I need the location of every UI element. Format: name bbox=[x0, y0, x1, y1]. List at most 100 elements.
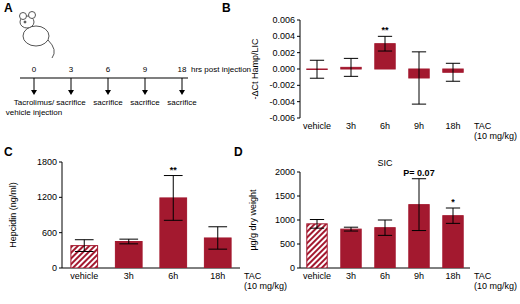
y-tick-label: 1000 bbox=[275, 215, 295, 225]
event-label: sacrifice bbox=[93, 98, 123, 107]
y-label: Hepcidin (ng/ml) bbox=[8, 182, 18, 248]
annotation: ** bbox=[170, 165, 178, 175]
error-line bbox=[419, 52, 420, 104]
time-label: 9 bbox=[143, 65, 148, 74]
error-cap bbox=[412, 230, 426, 231]
y-tick-label: 0.006 bbox=[272, 15, 295, 25]
x-label: TAC bbox=[474, 271, 492, 281]
y-tick bbox=[297, 85, 300, 86]
arrow-shaft bbox=[182, 78, 183, 92]
x-label: (10 mg/kg) bbox=[244, 281, 287, 291]
event-label: vehicle injection bbox=[6, 108, 62, 117]
mouse-icon bbox=[20, 12, 55, 59]
error-line bbox=[351, 58, 352, 76]
y-tick-label: 600 bbox=[42, 228, 57, 238]
arrow-head bbox=[142, 90, 148, 95]
x-tick-label: 9h bbox=[414, 271, 424, 281]
y-tick bbox=[297, 196, 300, 197]
error-cap bbox=[119, 243, 138, 244]
y-tick bbox=[297, 244, 300, 245]
x-tick-label: 18h bbox=[445, 271, 460, 281]
y-tick-label: 0.004 bbox=[272, 31, 295, 41]
error-cap bbox=[310, 228, 324, 229]
x-tick-label: 18h bbox=[210, 271, 225, 281]
y-tick bbox=[59, 162, 62, 163]
arrow-shaft bbox=[71, 78, 72, 92]
error-bar bbox=[412, 52, 426, 104]
x-tick-label: vehicle bbox=[70, 271, 98, 281]
error-cap bbox=[378, 36, 392, 37]
error-bar bbox=[378, 220, 392, 235]
error-line bbox=[128, 239, 129, 244]
x-label: (10 mg/kg) bbox=[474, 131, 517, 141]
error-cap bbox=[412, 104, 426, 105]
mouse-tail bbox=[48, 40, 54, 58]
y-tick bbox=[297, 118, 300, 119]
y-tick-label: 0 bbox=[52, 263, 57, 273]
error-cap bbox=[446, 223, 460, 224]
x-tick-label: 6h bbox=[168, 271, 178, 281]
y-tick-label: 1800 bbox=[37, 157, 57, 167]
bar bbox=[307, 224, 327, 268]
y-tick bbox=[297, 268, 300, 269]
error-cap bbox=[344, 58, 358, 59]
bar bbox=[341, 229, 361, 268]
plot-marks bbox=[71, 176, 231, 268]
error-cap bbox=[75, 239, 94, 240]
y-tick-label: 500 bbox=[280, 239, 295, 249]
chart: -0.006-0.004-0.0020.0000.0020.0040.006-Δ… bbox=[250, 15, 517, 141]
panel-label: D bbox=[234, 145, 243, 159]
event-label: sacrifice bbox=[130, 98, 160, 107]
error-cap bbox=[164, 220, 183, 221]
event-label: sacrifice bbox=[56, 98, 86, 107]
error-line bbox=[217, 227, 218, 249]
y-tick bbox=[297, 220, 300, 221]
y-tick-label: -0.006 bbox=[269, 113, 295, 123]
error-cap bbox=[119, 239, 138, 240]
error-cap bbox=[412, 51, 426, 52]
bar bbox=[443, 216, 463, 268]
y-tick-label: -0.002 bbox=[269, 80, 295, 90]
y-tick bbox=[59, 268, 62, 269]
error-cap bbox=[75, 251, 94, 252]
y-tick bbox=[297, 172, 300, 173]
error-line bbox=[173, 176, 174, 221]
error-cap bbox=[208, 249, 227, 250]
error-cap bbox=[378, 220, 392, 221]
plot-marks bbox=[307, 36, 463, 104]
error-line bbox=[317, 220, 318, 229]
y-tick bbox=[59, 197, 62, 198]
error-bar bbox=[344, 227, 358, 231]
error-bar bbox=[446, 208, 460, 223]
arrow-head bbox=[105, 90, 111, 95]
chart: 0500100015002000µg/g dry weightSICvehicl… bbox=[248, 158, 517, 291]
error-cap bbox=[446, 81, 460, 82]
x-tick-label: 9h bbox=[414, 121, 424, 131]
error-bar bbox=[378, 36, 392, 51]
y-axis bbox=[62, 162, 63, 268]
arrow-shaft bbox=[108, 78, 109, 92]
x-label: (10 mg/kg) bbox=[474, 281, 517, 291]
y-label: -ΔCt Hamp/LIC bbox=[250, 38, 260, 100]
error-cap bbox=[310, 219, 324, 220]
y-tick-label: -0.004 bbox=[269, 97, 295, 107]
y-tick bbox=[297, 20, 300, 21]
x-tick-label: vehicle bbox=[303, 271, 331, 281]
error-bar bbox=[208, 227, 227, 249]
event-label: Tacrolimus/ bbox=[14, 98, 55, 107]
mouse-ear bbox=[29, 12, 36, 19]
error-line bbox=[351, 227, 352, 231]
error-line bbox=[385, 36, 386, 51]
error-cap bbox=[446, 208, 460, 209]
axis-label: hrs post injection bbox=[191, 65, 251, 74]
error-cap bbox=[412, 178, 426, 179]
x-tick-label: 3h bbox=[346, 271, 356, 281]
y-tick-label: 2000 bbox=[275, 167, 295, 177]
panel-label: C bbox=[4, 145, 13, 159]
mouse-body bbox=[23, 26, 49, 46]
error-bar bbox=[310, 220, 324, 229]
error-line bbox=[419, 179, 420, 231]
error-cap bbox=[378, 51, 392, 52]
plot-marks bbox=[307, 179, 463, 268]
error-bar bbox=[412, 179, 426, 231]
